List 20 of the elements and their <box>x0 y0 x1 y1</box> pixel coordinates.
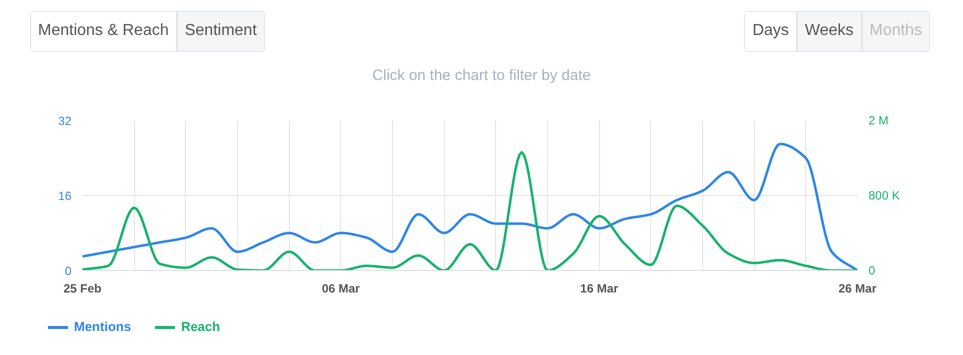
text: Days <box>744 11 797 52</box>
x-tick-label: 16 Mar <box>580 282 619 296</box>
legend-item: Mentions <box>48 318 132 337</box>
legend-label: Mentions <box>74 318 132 336</box>
text: Sentiment <box>176 11 265 52</box>
y2-tick-label: 2 M <box>868 114 889 128</box>
y2-tick-label: 800 K <box>868 188 900 202</box>
y2-tick-label: 0 <box>868 264 876 278</box>
y-tick-label: 32 <box>58 114 72 128</box>
text: Weeks <box>796 11 862 52</box>
x-tick-label: 26 Mar <box>838 282 877 296</box>
x-tick-label: 06 Mar <box>322 282 360 296</box>
legend-label: Reach <box>181 318 220 336</box>
legend-item: Reach <box>155 318 220 337</box>
x-tick-label: 25 Feb <box>63 282 102 296</box>
y-tick-label: 0 <box>64 264 72 278</box>
y-tick-label: 16 <box>58 189 72 203</box>
text: Months <box>862 11 930 52</box>
chart-subtitle: Click on the chart to filter by date <box>371 66 592 86</box>
text: Mentions & Reach <box>30 11 177 52</box>
